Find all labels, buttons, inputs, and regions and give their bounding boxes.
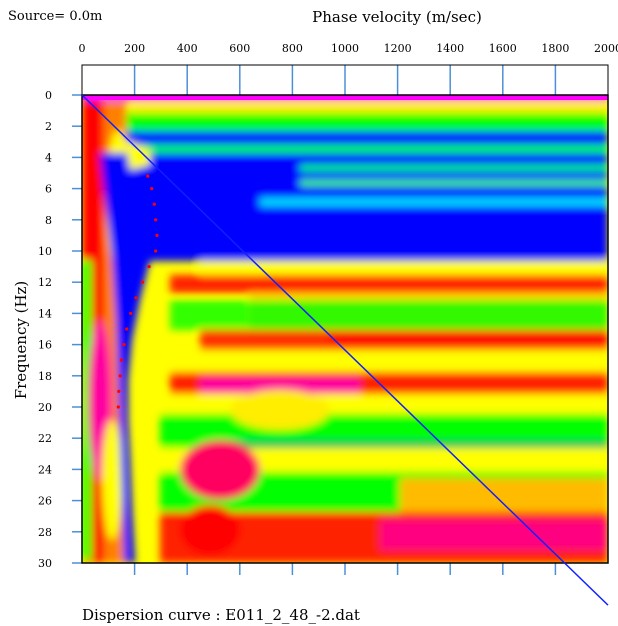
y-tick-label: 20: [38, 401, 52, 414]
y-tick-label: 14: [38, 307, 52, 320]
y-tick-label: 8: [45, 214, 52, 227]
source-label: Source= 0.0m: [8, 9, 102, 24]
dispersion-point: [150, 187, 154, 191]
dispersion-point: [154, 218, 158, 222]
x-tick-label: 1800: [541, 42, 569, 55]
dispersion-point: [147, 265, 151, 269]
dispersion-point: [118, 374, 122, 378]
y-tick-label: 6: [45, 183, 52, 196]
y-tick-label: 18: [38, 370, 52, 383]
dispersion-point: [117, 389, 121, 393]
dispersion-point: [155, 233, 159, 237]
dispersion-point: [140, 280, 145, 284]
y-tick-label: 24: [38, 463, 52, 476]
dispersion-point: [154, 249, 158, 253]
dispersion-point: [146, 174, 150, 178]
chart-title: Phase velocity (m/sec): [312, 8, 482, 26]
x-tick-label: 1000: [331, 42, 359, 55]
x-tick-label: 800: [282, 42, 303, 55]
y-tick-label: 12: [38, 276, 52, 289]
chart-marks: [81, 94, 609, 606]
y-tick-label: 10: [38, 245, 52, 258]
y-axis-label: Frequency (Hz): [12, 281, 30, 400]
y-tick-label: 28: [38, 526, 52, 539]
heatmap: [82, 95, 608, 563]
x-tick-label: 200: [124, 42, 145, 55]
x-tick-label: 0: [79, 42, 86, 55]
y-tick-label: 16: [38, 339, 52, 352]
dispersion-point: [122, 343, 126, 347]
dispersion-point: [125, 327, 129, 331]
plot-frame: [81, 94, 609, 564]
dispersion-point: [119, 358, 124, 362]
footer-label: Dispersion curve : E011_2_48_-2.dat: [82, 606, 360, 624]
blue-reference-line: [81, 94, 609, 606]
y-tick-label: 0: [45, 89, 52, 102]
y-tick-label: 26: [38, 495, 52, 508]
dispersion-point: [116, 405, 120, 409]
x-tick-label: 1400: [436, 42, 464, 55]
dispersion-point: [134, 296, 138, 300]
y-tick-label: 2: [45, 120, 52, 133]
x-tick-label: 600: [229, 42, 250, 55]
y-tick-label: 30: [38, 557, 52, 570]
y-tick-label: 22: [38, 432, 52, 445]
dispersion-point: [152, 202, 156, 206]
x-tick-label: 400: [177, 42, 198, 55]
dispersion-point: [129, 311, 133, 315]
x-tick-label: 1600: [489, 42, 517, 55]
y-tick-label: 4: [45, 151, 52, 164]
x-tick-label: 1200: [384, 42, 412, 55]
